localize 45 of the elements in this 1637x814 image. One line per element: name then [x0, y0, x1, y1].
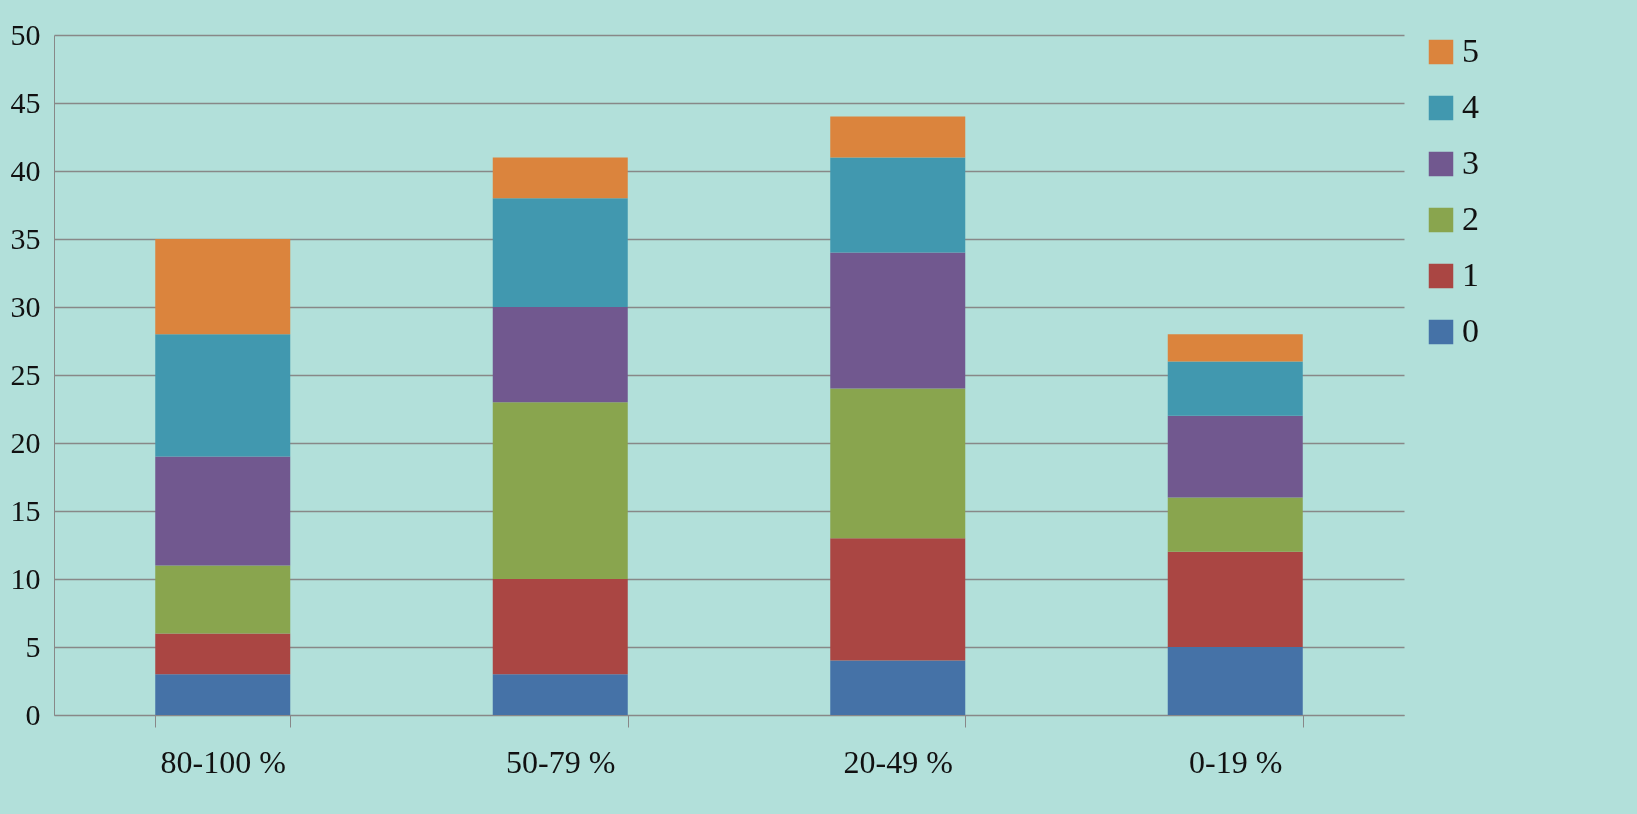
- y-tick-label: 50: [10, 17, 41, 51]
- x-tick-label: 0-19 %: [1189, 743, 1283, 780]
- bar: [830, 252, 966, 389]
- bar: [1167, 551, 1303, 647]
- bar: [492, 307, 628, 403]
- y-tick-label: 45: [10, 85, 41, 119]
- y-tick-label: 35: [10, 221, 41, 255]
- bar: [1167, 361, 1303, 416]
- bar: [830, 660, 966, 715]
- bar: [1167, 647, 1303, 715]
- legend-label: 1: [1462, 256, 1479, 293]
- bar: [155, 674, 291, 715]
- bar: [155, 239, 291, 335]
- bar: [155, 334, 291, 457]
- y-tick-label: 10: [10, 561, 41, 595]
- y-tick-label: 15: [10, 493, 41, 527]
- bar: [830, 538, 966, 661]
- bar: [830, 388, 966, 539]
- bar: [155, 633, 291, 675]
- bar: [1167, 415, 1303, 498]
- bar: [492, 157, 628, 199]
- y-tick-label: 20: [10, 425, 41, 459]
- legend-label: 4: [1462, 88, 1479, 125]
- y-tick-label: 0: [25, 697, 41, 731]
- x-tick-label: 50-79 %: [506, 743, 616, 780]
- bar: [492, 579, 628, 675]
- bar: [1167, 334, 1303, 362]
- bar: [492, 674, 628, 715]
- bar: [830, 157, 966, 253]
- bar: [155, 565, 291, 634]
- bar: [155, 456, 291, 566]
- y-tick-label: 30: [10, 289, 41, 323]
- x-tick-label: 20-49 %: [843, 743, 953, 780]
- y-tick-label: 5: [25, 629, 41, 663]
- y-tick-label: 40: [10, 153, 41, 187]
- bar: [492, 402, 628, 579]
- bar: [492, 198, 628, 307]
- bar: [1167, 497, 1303, 552]
- y-tick-label: 25: [10, 357, 41, 391]
- legend-label: 5: [1462, 32, 1479, 69]
- bar: [830, 116, 966, 158]
- legend-label: 0: [1462, 312, 1479, 349]
- legend-label: 3: [1462, 144, 1479, 181]
- legend-label: 2: [1462, 200, 1479, 237]
- x-tick-label: 80-100 %: [160, 743, 286, 780]
